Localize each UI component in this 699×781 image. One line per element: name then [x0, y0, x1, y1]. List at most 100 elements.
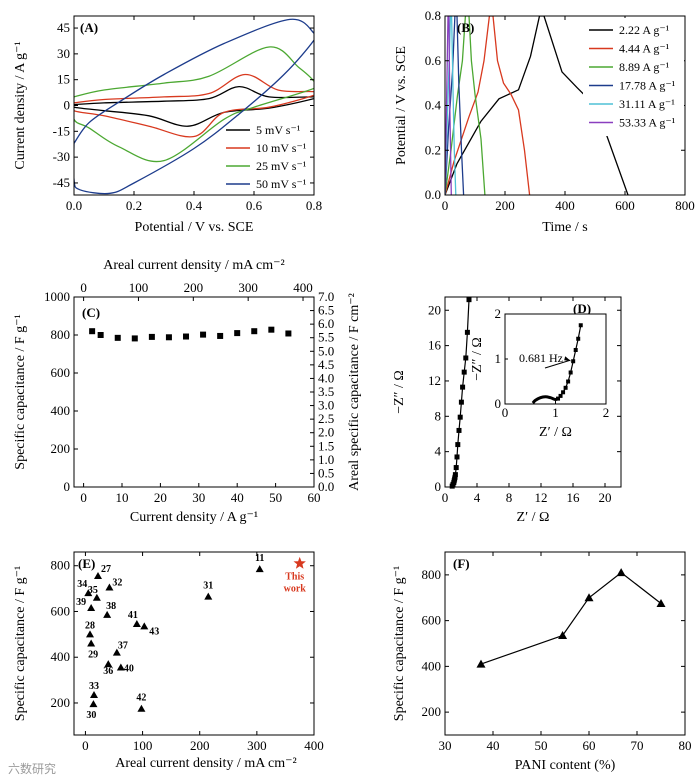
series-line — [480, 571, 662, 665]
data-point — [89, 328, 96, 335]
x-tick-label-top: 200 — [184, 280, 204, 295]
x-tick-label: 0 — [442, 198, 449, 213]
x-tick-label: 12 — [535, 490, 548, 505]
data-point — [84, 589, 93, 597]
x-tick-label: 0.2 — [126, 198, 142, 213]
data-point — [476, 659, 486, 668]
y-tick-label: 200 — [51, 441, 71, 456]
point-label: 28 — [85, 620, 95, 631]
point-label: 36 — [103, 666, 113, 677]
data-point — [148, 333, 155, 340]
y-tick-label-right: 4.5 — [318, 357, 334, 372]
data-point — [461, 369, 467, 375]
panel-label: (B) — [457, 20, 474, 35]
data-point — [616, 568, 626, 577]
x-tick-label: 400 — [304, 738, 324, 753]
y-tick-label: 200 — [422, 704, 442, 719]
y-tick-label-right: 0.0 — [318, 479, 334, 494]
panel-b: 0 200 400 600 800 0.0 0.2 0.4 0.6 0.8 (B) Time / s P… — [394, 8, 695, 235]
data-point — [86, 630, 94, 638]
y-tick-label: 45 — [57, 20, 70, 35]
y-tick-label-right: 3.5 — [318, 384, 334, 399]
legend-label: 8.89 A g⁻¹ — [619, 60, 670, 74]
y-tick-label: 4 — [435, 444, 442, 459]
data-point — [251, 328, 258, 335]
plot-frame — [444, 296, 622, 488]
y-axis-label: −Z″ / Ω — [470, 337, 485, 381]
point-label: 27 — [101, 564, 111, 575]
point-label: 38 — [106, 601, 116, 612]
data-point — [460, 384, 466, 390]
legend-label: 53.33 A g⁻¹ — [619, 116, 676, 130]
point-label: 30 — [86, 710, 96, 721]
legend-label: 31.11 A g⁻¹ — [619, 97, 675, 111]
inset-x-tick-label: 0 — [502, 405, 509, 420]
cv-curve — [74, 85, 314, 127]
data-point — [104, 660, 113, 668]
inset-point — [561, 390, 566, 395]
y-tick-label: 800 — [51, 558, 71, 573]
x-tick-label: 20 — [154, 490, 167, 505]
data-point — [464, 329, 470, 335]
inset-point — [571, 359, 576, 364]
inset-x-tick-label: 1 — [552, 405, 559, 420]
data-point — [87, 604, 96, 612]
inset-x-tick-label: 2 — [603, 405, 610, 420]
y-tick-label: 0.6 — [425, 53, 442, 68]
plot-frame — [73, 551, 315, 736]
y-tick-label: -30 — [53, 149, 70, 164]
x-tick-label: 0.6 — [246, 198, 263, 213]
data-point — [453, 465, 459, 471]
legend-label: 17.78 A g⁻¹ — [619, 79, 676, 93]
x-tick-label-top: 400 — [293, 280, 313, 295]
inset-point — [563, 385, 568, 390]
data-point — [90, 690, 98, 698]
x-tick-label: 20 — [599, 490, 612, 505]
legend-label: 10 mV s⁻¹ — [256, 141, 307, 155]
data-point — [105, 583, 114, 591]
y-tick-label-right: 3.0 — [318, 398, 334, 413]
inset-point — [573, 348, 578, 352]
y-tick-label: 0 — [64, 98, 71, 113]
data-point — [584, 593, 594, 602]
x-axis-label: PANI content (%) — [515, 758, 616, 773]
inset-point — [576, 336, 581, 341]
y-tick-label: 0.2 — [425, 142, 441, 157]
y-axis-label: Potential / V vs. SCE — [394, 46, 409, 165]
cv-curve — [74, 73, 314, 138]
data-point — [558, 630, 568, 639]
panel-label: (F) — [453, 556, 470, 571]
inset-point — [568, 370, 573, 375]
x-tick-label: 0.0 — [66, 198, 82, 213]
x-axis-label: Current density / A g⁻¹ — [130, 510, 258, 525]
point-label: 31 — [203, 581, 213, 592]
y-tick-label: 0.8 — [425, 8, 441, 23]
x-axis-label: Z′ / Ω — [539, 425, 572, 440]
x-tick-label: 60 — [583, 738, 596, 753]
data-point — [165, 334, 172, 341]
this-work-label: work — [284, 583, 307, 594]
inset-point — [566, 379, 571, 384]
gcd-curve — [445, 16, 452, 195]
y-tick-label-right: 2.5 — [318, 411, 334, 426]
legend-label: 2.22 A g⁻¹ — [619, 23, 670, 37]
x-tick-label: 0 — [80, 490, 87, 505]
data-point — [92, 593, 101, 601]
data-point — [454, 454, 460, 460]
x-tick-label: 8 — [506, 490, 513, 505]
x-tick-label: 70 — [631, 738, 644, 753]
y-tick-label: 0 — [64, 479, 71, 494]
panel-label: (D) — [573, 301, 591, 316]
x-tick-label: 50 — [535, 738, 548, 753]
data-point — [140, 622, 149, 630]
data-point — [116, 663, 125, 671]
x-tick-label: 0.4 — [186, 198, 203, 213]
y-tick-label-right: 1.5 — [318, 438, 334, 453]
gcd-curve — [445, 16, 457, 195]
y-axis-label: Specific capacitance / F g⁻¹ — [13, 566, 28, 721]
data-point — [204, 592, 213, 600]
plot-frame — [444, 551, 686, 736]
x-tick-label: 40 — [487, 738, 500, 753]
inset-frame — [504, 313, 607, 405]
